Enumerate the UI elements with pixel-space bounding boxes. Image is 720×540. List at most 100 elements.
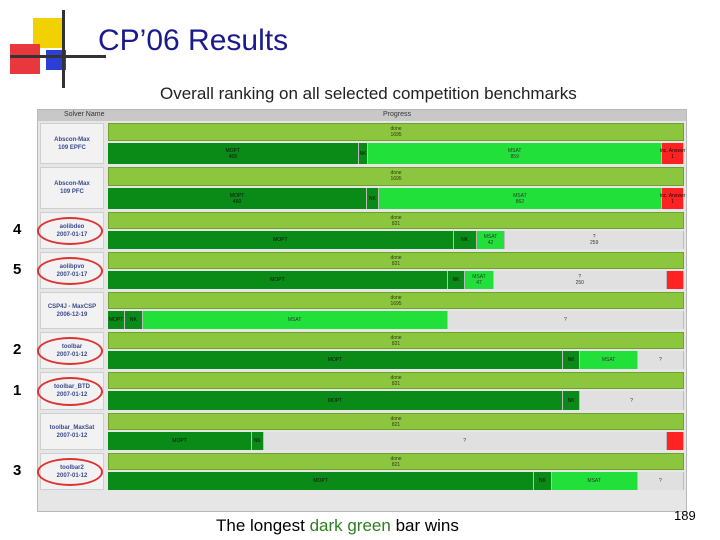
result-segment: MOPT — [108, 271, 448, 289]
solver-name: CSP4J - MaxCSP — [47, 303, 97, 310]
done-total: 1695 — [390, 176, 402, 182]
result-segment: MSAT 862 — [378, 188, 663, 209]
result-breakdown-bar: MOPT NK? — [108, 391, 684, 410]
result-breakdown-bar: MOPT 459 NK MSAT 859 Inc. Answer 1 — [108, 143, 685, 164]
done-total: 821 — [391, 462, 401, 468]
done-total: 1695 — [390, 301, 402, 307]
result-breakdown-bar: MOPT NK MSAT? — [108, 472, 684, 490]
table-row: Abscon-Max 109 EPFC done 1695 MOPT 459 NK MSAT 8… — [38, 122, 686, 166]
result-segment: NK — [447, 271, 466, 289]
result-segment: MSAT — [551, 472, 638, 490]
solver-name: toolbar_MaxSat — [49, 424, 95, 431]
done-total: 821 — [391, 381, 401, 387]
result-segment: MOPT 459 — [108, 143, 359, 164]
table-row: CSP4J - MaxCSP 2006-12-19 done 1695 MOPT NK MS… — [38, 291, 686, 331]
footer-text-end: bar wins — [390, 516, 459, 535]
table-row: aolibdeo 2007-01-17 done 821 MOPT NK MSAT 42? 25… — [37, 211, 686, 251]
result-breakdown-bar: MOPT NK MSAT? — [108, 311, 684, 329]
solver-name-cell: Abscon-Max 109 PFC — [40, 167, 104, 209]
done-progress-bar: done 821 — [108, 212, 684, 229]
slide-title: CP’06 Results — [98, 24, 289, 57]
solver-name-cell: toolbar_MaxSat 2007-01-12 — [40, 413, 104, 450]
solver-date: 2006-12-19 — [56, 311, 88, 318]
result-segment: NK — [534, 472, 552, 490]
rank-number: 5 — [13, 261, 22, 278]
solver-name-cell: Abscon-Max 109 EPFC — [40, 123, 104, 164]
result-segment: MSAT — [142, 311, 448, 329]
result-segment: ? — [637, 351, 684, 369]
table-header: Solver Name Progress — [38, 110, 686, 121]
winner-highlight-circle — [37, 257, 103, 285]
result-breakdown-bar: MOPT 460 NK MSAT 862 Inc. Answer 1 — [108, 188, 685, 209]
winner-highlight-circle — [37, 217, 103, 245]
winner-highlight-circle — [37, 458, 103, 486]
result-segment — [666, 271, 684, 289]
result-segment: MSAT 859 — [368, 143, 663, 164]
slide-logo-decoration — [0, 0, 110, 95]
done-progress-bar: done 1695 — [108, 292, 684, 309]
result-segment: MOPT — [108, 391, 564, 410]
table-row: Abscon-Max 109 PFC done 1695 MOPT 460 NK MSAT 86… — [38, 166, 686, 211]
result-breakdown-bar: MOPT NK MSAT 42? 259 — [108, 231, 684, 249]
done-total: 821 — [391, 221, 401, 227]
rank-number: 4 — [13, 221, 22, 238]
header-progress: Progress — [383, 111, 412, 118]
table-row: toolbar 2007-01-12 done 821 MOPT NK MSAT? — [37, 331, 686, 371]
result-segment: MSAT 42 — [476, 231, 506, 249]
result-segment: ? — [447, 311, 684, 329]
done-label: done — [390, 375, 402, 381]
done-label: done — [390, 335, 402, 341]
result-segment: NK — [453, 231, 477, 249]
result-segment: NK — [125, 311, 143, 329]
done-label: done — [390, 215, 402, 221]
result-segment: Inc. Answer 1 — [660, 143, 685, 164]
result-segment: NK — [367, 188, 379, 209]
done-label: done — [390, 126, 402, 132]
rank-number: 3 — [13, 462, 22, 479]
result-segment: NK — [252, 432, 264, 450]
solver-date: 109 EPFC — [58, 144, 86, 151]
solver-name: Abscon-Max — [54, 136, 90, 143]
done-progress-bar: done 821 — [108, 372, 684, 389]
result-segment: ? — [263, 432, 667, 450]
slide-subtitle: Overall ranking on all selected competit… — [160, 84, 577, 103]
header-solver-name: Solver Name — [64, 111, 105, 118]
table-row: toolbar2 2007-01-12 done 821 MOPT NK MSAT? — [37, 452, 686, 492]
winner-highlight-circle — [37, 377, 103, 406]
result-segment: Inc. Answer 1 — [660, 188, 685, 209]
result-segment: ? 259 — [505, 231, 684, 249]
done-label: done — [390, 255, 402, 261]
result-segment: ? 250 — [493, 271, 667, 289]
result-segment: MSAT — [580, 351, 638, 369]
solver-name-cell: CSP4J - MaxCSP 2006-12-19 — [40, 292, 104, 329]
result-segment: MOPT — [108, 231, 454, 249]
done-progress-bar: done 821 — [108, 413, 684, 430]
solver-date: 109 PFC — [60, 189, 84, 195]
result-segment: MOPT — [108, 472, 535, 490]
table-row: aolibpvo 2007-01-17 done 821 MOPT NK MSAT 47? 25… — [37, 251, 686, 291]
rank-number: 1 — [13, 381, 22, 399]
result-segment: MOPT — [108, 432, 252, 450]
result-segment: NK — [563, 391, 581, 410]
table-row: toolbar_BTD 2007-01-12 done 821 MOPT NK? — [37, 371, 686, 412]
table-row: toolbar_MaxSat 2007-01-12 done 821 MOPT NK? — [38, 412, 686, 452]
done-progress-bar: done 1695 — [108, 167, 684, 186]
result-breakdown-bar: MOPT NK MSAT 47? 250 — [108, 271, 684, 289]
results-table: Solver Name Progress Abscon-Max 109 EPFC d… — [37, 109, 687, 512]
result-segment: MSAT 47 — [465, 271, 494, 289]
done-progress-bar: done 821 — [108, 332, 684, 349]
done-total: 821 — [391, 341, 401, 347]
done-total: 821 — [391, 261, 401, 267]
done-label: done — [390, 456, 402, 462]
done-total: 1695 — [390, 132, 402, 138]
done-label: done — [390, 170, 402, 176]
footer-highlight: dark green — [309, 516, 391, 535]
result-breakdown-bar: MOPT NK MSAT? — [108, 351, 684, 369]
done-total: 821 — [391, 422, 401, 428]
solver-name: Abscon-Max — [54, 181, 90, 187]
result-segment: NK — [563, 351, 581, 369]
result-segment: MOPT — [108, 311, 126, 329]
done-label: done — [390, 295, 402, 301]
page-number: 189 — [674, 508, 696, 523]
result-segment: MOPT 460 — [108, 188, 368, 209]
